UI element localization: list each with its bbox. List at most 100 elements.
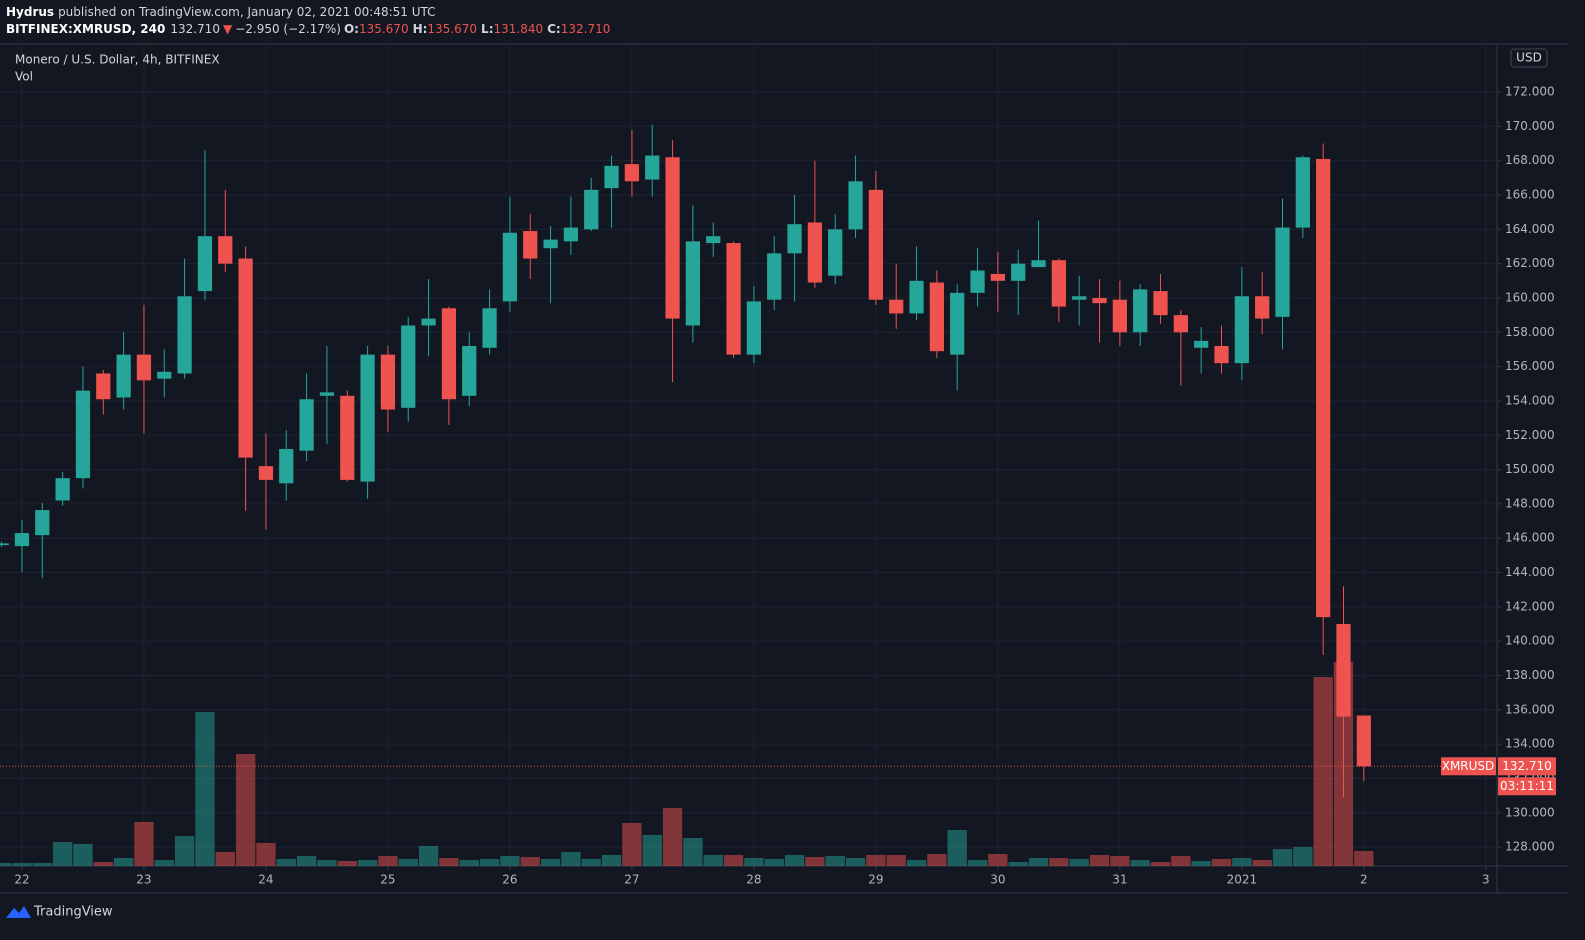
candle-body <box>1295 157 1310 228</box>
candle-body <box>218 236 233 264</box>
candle-body <box>35 510 50 536</box>
candle-body <box>55 478 70 501</box>
candle-body <box>0 543 9 546</box>
last-price-label: 132.710 <box>1502 759 1552 773</box>
volume-bar <box>195 712 215 866</box>
candle-body <box>197 236 213 292</box>
candle-body <box>116 354 131 398</box>
candle-body <box>848 181 863 230</box>
ohlc-value: 135.670 <box>427 22 477 36</box>
candle-body <box>75 390 91 479</box>
volume-bar <box>561 852 581 866</box>
volume-bar <box>398 859 418 866</box>
candle-body <box>1011 263 1026 281</box>
candle-body <box>421 318 436 326</box>
volume-bar <box>967 860 988 866</box>
candle-body <box>909 280 924 314</box>
currency[interactable]: USD <box>1516 51 1542 65</box>
candle-body <box>1051 260 1066 307</box>
volume-bar <box>296 856 317 866</box>
candle-body <box>238 258 253 458</box>
candle-body <box>990 273 1005 281</box>
volume-bar <box>256 843 276 866</box>
volume-bar <box>1049 858 1069 866</box>
y-tick-label: 136.000 <box>1505 702 1555 716</box>
last: 132.710 <box>170 22 220 36</box>
candle-body <box>340 395 355 480</box>
candle-body <box>706 236 721 244</box>
brand: TradingView <box>33 905 113 920</box>
y-tick-label: 128.000 <box>1505 840 1555 854</box>
volume-bar <box>1008 862 1028 866</box>
volume-bar <box>418 846 439 866</box>
volume-bar <box>1313 677 1333 866</box>
y-tick-label: 160.000 <box>1505 290 1555 304</box>
volume-bar <box>1150 862 1171 866</box>
symbol-line: BITFINEX:XMRUSD, 240 132.710 ▼ −2.950 (−2.1… <box>6 22 610 36</box>
x-tick-label: 22 <box>14 873 29 887</box>
arrow: ▼ <box>223 22 233 36</box>
y-tick-label: 148.000 <box>1505 496 1555 510</box>
candle-body <box>624 164 640 182</box>
last-price-symbol: XMRUSD <box>1442 759 1495 773</box>
volume-bar <box>12 863 32 866</box>
ohlc-value: 135.670 <box>359 22 409 36</box>
candle-body <box>889 299 904 314</box>
x-tick-label: 26 <box>502 873 517 887</box>
candle-body <box>1356 715 1371 767</box>
candle-body <box>279 448 294 484</box>
candle-body <box>1336 624 1351 717</box>
candle-body <box>645 155 660 180</box>
symbol: BITFINEX:XMRUSD, 240 <box>6 22 165 36</box>
countdown-box <box>1498 777 1556 796</box>
volume-bar <box>1069 859 1089 866</box>
header-line: Hydrus published on TradingView.com, Janu… <box>6 5 436 19</box>
volume-bar <box>174 836 195 866</box>
candle-body <box>1133 289 1148 333</box>
y-tick-label: 130.000 <box>1505 805 1555 819</box>
volume-bar <box>825 856 845 866</box>
y-tick-label: 144.000 <box>1505 565 1555 579</box>
y-tick-label: 142.000 <box>1505 599 1555 613</box>
volume-bar <box>215 852 235 866</box>
volume-bar <box>662 808 683 866</box>
volume-bar <box>1191 861 1211 866</box>
volume-bar <box>703 855 723 866</box>
candle-body <box>970 270 985 293</box>
volume-bar <box>805 857 825 866</box>
volume-bar <box>1252 860 1272 866</box>
volume-bar <box>1089 855 1110 866</box>
ohlc-key: C: <box>547 22 561 36</box>
candle-body <box>807 222 822 283</box>
x-tick-label: 31 <box>1112 873 1127 887</box>
y-tick-label: 162.000 <box>1505 256 1555 270</box>
volume-bar <box>1272 849 1293 866</box>
volume-bar <box>439 858 459 866</box>
candle-body <box>1234 296 1249 364</box>
y-tick-label: 154.000 <box>1505 393 1555 407</box>
plot <box>0 124 1497 866</box>
candle-body <box>1275 227 1290 317</box>
candle-body <box>828 229 843 276</box>
y-tick-label: 146.000 <box>1505 531 1555 545</box>
volume-bar <box>93 862 113 866</box>
y-tick-label: 168.000 <box>1505 153 1555 167</box>
volume-bar <box>723 855 744 866</box>
volume-bar <box>845 858 866 866</box>
x-tick-label: 27 <box>624 873 639 887</box>
candle-body <box>1092 297 1107 304</box>
volume-bar <box>1171 856 1191 866</box>
currency-box[interactable] <box>1510 48 1548 68</box>
candle-body <box>319 392 335 396</box>
candle-body <box>584 189 599 230</box>
countdown: 03:11:11 <box>1500 779 1554 793</box>
volume-bar <box>540 859 561 866</box>
volume-bar <box>744 858 764 866</box>
candle-body <box>380 354 396 410</box>
candle-body <box>726 243 741 355</box>
candle-body <box>299 399 314 451</box>
volume-bar <box>459 860 479 866</box>
x-tick-label: 2 <box>1360 873 1368 887</box>
x-tick-label: 2021 <box>1227 873 1258 887</box>
candle-body <box>502 232 518 302</box>
